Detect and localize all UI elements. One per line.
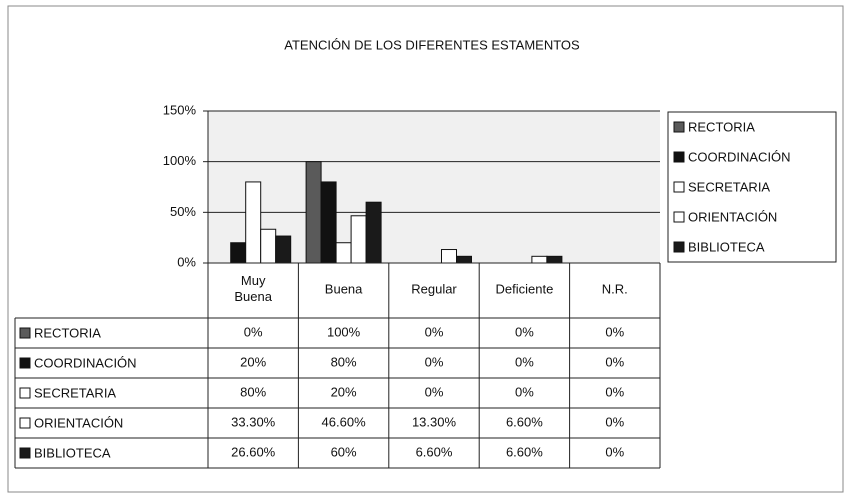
legend-swatch [19, 327, 31, 339]
table-value: 0% [515, 384, 534, 399]
row-label: RECTORIA [34, 325, 101, 340]
legend-swatch [673, 151, 685, 163]
table-value: 33.30% [231, 414, 276, 429]
category-label: Regular [411, 281, 457, 296]
bar [305, 161, 322, 264]
table-value: 0% [425, 384, 444, 399]
table-value: 26.60% [231, 444, 276, 459]
category-label: Deficiente [495, 281, 553, 296]
bar [456, 255, 472, 264]
bar [320, 181, 337, 264]
category-label: Buena [325, 281, 363, 296]
row-label: ORIENTACIÓN [34, 415, 123, 430]
table-value: 6.60% [506, 414, 543, 429]
bar [546, 255, 563, 264]
chart-title: ATENCIÓN DE LOS DIFERENTES ESTAMENTOS [284, 37, 580, 52]
table-value: 6.60% [506, 444, 543, 459]
y-tick-label: 50% [170, 204, 196, 219]
table-value: 100% [327, 324, 361, 339]
legend-label: RECTORIA [688, 119, 755, 134]
table-value: 60% [331, 444, 357, 459]
legend-swatch [673, 241, 685, 253]
legend-swatch [19, 387, 31, 399]
legend-label: SECRETARIA [688, 179, 770, 194]
table-value: 0% [605, 354, 624, 369]
row-label: COORDINACIÓN [34, 355, 137, 370]
table-value: 80% [240, 384, 266, 399]
bar [350, 215, 367, 264]
bar [230, 242, 247, 264]
table-value: 20% [240, 354, 266, 369]
category-label: N.R. [602, 281, 628, 296]
category-label: Muy Buena [234, 274, 272, 305]
table-value: 6.60% [416, 444, 453, 459]
bar [441, 249, 457, 264]
bar [365, 201, 382, 264]
table-value: 0% [244, 324, 263, 339]
legend-label: COORDINACIÓN [688, 149, 791, 164]
row-label: BIBLIOTECA [34, 445, 111, 460]
chart-frame [7, 5, 844, 493]
bar [335, 242, 352, 264]
table-value: 0% [515, 324, 534, 339]
y-tick-label: 0% [177, 254, 196, 269]
table-value: 80% [331, 354, 357, 369]
legend-swatch [673, 181, 685, 193]
legend-swatch [19, 417, 31, 429]
table-value: 0% [515, 354, 534, 369]
table-value: 20% [331, 384, 357, 399]
y-tick-label: 100% [163, 153, 197, 168]
legend-swatch [673, 211, 685, 223]
bar [260, 228, 277, 264]
table-value: 0% [605, 414, 624, 429]
legend-swatch [19, 447, 31, 459]
table-value: 13.30% [412, 414, 457, 429]
legend-label: ORIENTACIÓN [688, 209, 777, 224]
bar [245, 181, 262, 264]
bar [531, 255, 548, 264]
y-tick-label: 150% [163, 102, 197, 117]
table-value: 0% [425, 354, 444, 369]
legend-label: BIBLIOTECA [688, 239, 765, 254]
legend-box [667, 111, 837, 263]
legend-swatch [673, 121, 685, 133]
row-label: SECRETARIA [34, 385, 116, 400]
bar [275, 235, 292, 264]
table-value: 0% [605, 444, 624, 459]
legend-swatch [19, 357, 31, 369]
table-value: 0% [425, 324, 444, 339]
table-value: 0% [605, 384, 624, 399]
table-value: 46.60% [322, 414, 367, 429]
table-value: 0% [605, 324, 624, 339]
